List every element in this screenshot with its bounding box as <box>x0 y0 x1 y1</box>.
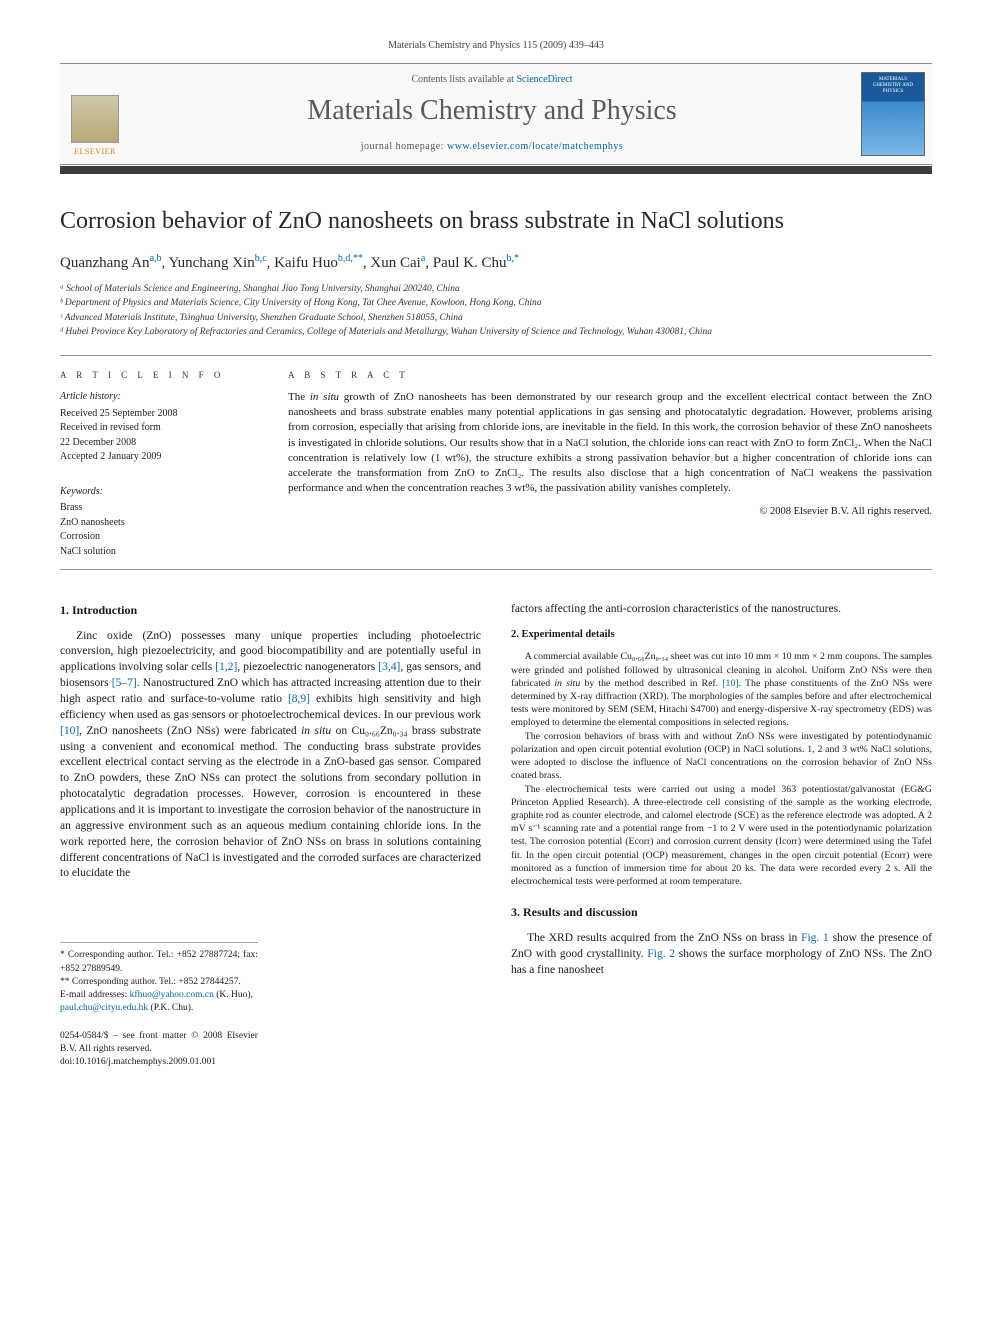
exp-paragraph-1: A commercial available Cu₀.₆₆Zn₀.₃₄ shee… <box>511 650 932 729</box>
affiliation-line: ᵇ Department of Physics and Materials Sc… <box>60 296 932 310</box>
intro-paragraph: Zinc oxide (ZnO) possesses many unique p… <box>60 629 481 883</box>
history-line: Received 25 September 2008 <box>60 407 260 422</box>
emails-label: E-mail addresses: <box>60 990 130 1000</box>
email-link-2[interactable]: paul.chu@cityu.edu.hk <box>60 1003 148 1013</box>
sciencedirect-link[interactable]: ScienceDirect <box>516 74 572 85</box>
reference-link[interactable]: [5–7] <box>112 677 137 689</box>
article-info: A R T I C L E I N F O Article history: R… <box>60 370 260 559</box>
publisher-block: ELSEVIER <box>60 64 130 164</box>
exp-paragraph-3: The electrochemical tests were carried o… <box>511 783 932 889</box>
affiliation-line: ᵃ School of Materials Science and Engine… <box>60 282 932 296</box>
history-line: Received in revised form <box>60 421 260 436</box>
doi-block: 0254-0584/$ – see front matter © 2008 El… <box>60 1030 258 1070</box>
banner-right <box>854 64 932 164</box>
homepage-link[interactable]: www.elsevier.com/locate/matchemphys <box>447 141 623 152</box>
email-who-1: (K. Huo), <box>214 990 253 1000</box>
corresponding-footnotes: * Corresponding author. Tel.: +852 27887… <box>60 942 258 1015</box>
affiliation-line: ᵈ Hubei Province Key Laboratory of Refra… <box>60 325 932 339</box>
exp-paragraph-2: The corrosion behaviors of brass with an… <box>511 730 932 783</box>
publisher-label: ELSEVIER <box>74 147 116 156</box>
section-heading-intro: 1. Introduction <box>60 602 481 619</box>
figure-link[interactable]: Fig. 2 <box>647 948 675 960</box>
figure-link[interactable]: Fig. 1 <box>801 932 829 944</box>
reference-link[interactable]: [8,9] <box>288 693 310 705</box>
divider <box>60 569 932 570</box>
journal-title: Materials Chemistry and Physics <box>138 95 846 127</box>
section-heading-results: 3. Results and discussion <box>511 904 932 921</box>
affiliation-line: ᶜ Advanced Materials Institute, Tsinghua… <box>60 311 932 325</box>
body-columns: 1. Introduction Zinc oxide (ZnO) possess… <box>60 602 932 1070</box>
front-matter-line: 0254-0584/$ – see front matter © 2008 El… <box>60 1030 258 1057</box>
history-label: Article history: <box>60 390 260 405</box>
history-line: Accepted 2 January 2009 <box>60 450 260 465</box>
keywords-label: Keywords: <box>60 485 260 500</box>
running-header: Materials Chemistry and Physics 115 (200… <box>60 40 932 51</box>
author-list: Quanzhang Ana,b, Yunchang Xinb,c, Kaifu … <box>60 253 932 272</box>
contents-available-line: Contents lists available at ScienceDirec… <box>138 74 846 85</box>
article-title: Corrosion behavior of ZnO nanosheets on … <box>60 208 932 235</box>
keyword-line: Brass <box>60 501 260 516</box>
abstract-copyright: © 2008 Elsevier B.V. All rights reserved… <box>288 506 932 517</box>
abstract: A B S T R A C T The in situ growth of Zn… <box>288 370 932 559</box>
contents-prefix: Contents lists available at <box>411 74 516 85</box>
keywords-block: Keywords: BrassZnO nanosheetsCorrosionNa… <box>60 485 260 560</box>
right-column: factors affecting the anti-corrosion cha… <box>511 602 932 1070</box>
keyword-line: ZnO nanosheets <box>60 516 260 531</box>
results-paragraph-1: The XRD results acquired from the ZnO NS… <box>511 931 932 979</box>
footnote-star1: * Corresponding author. Tel.: +852 27887… <box>60 949 258 976</box>
email-link-1[interactable]: kfhuo@yahoo.com.cn <box>130 990 214 1000</box>
dark-divider <box>60 166 932 174</box>
reference-link[interactable]: [10] <box>722 678 738 689</box>
left-column: 1. Introduction Zinc oxide (ZnO) possess… <box>60 602 481 1070</box>
footnote-star2: ** Corresponding author. Tel.: +852 2784… <box>60 976 258 989</box>
elsevier-tree-icon <box>71 95 119 143</box>
homepage-prefix: journal homepage: <box>361 141 447 152</box>
section-heading-experimental: 2. Experimental details <box>511 628 932 642</box>
intro-paragraph-cont: factors affecting the anti-corrosion cha… <box>511 602 932 618</box>
journal-cover-thumbnail <box>861 72 925 156</box>
keyword-line: Corrosion <box>60 530 260 545</box>
email-who-2: (P.K. Chu). <box>148 1003 193 1013</box>
reference-link[interactable]: [10] <box>60 725 79 737</box>
reference-link[interactable]: [3,4] <box>378 661 400 673</box>
info-abstract-row: A R T I C L E I N F O Article history: R… <box>60 370 932 559</box>
keyword-line: NaCl solution <box>60 545 260 560</box>
article-info-heading: A R T I C L E I N F O <box>60 370 260 380</box>
reference-link[interactable]: [1,2] <box>215 661 237 673</box>
history-block: Article history: Received 25 September 2… <box>60 390 260 465</box>
abstract-text: The in situ growth of ZnO nanosheets has… <box>288 390 932 496</box>
affiliations: ᵃ School of Materials Science and Engine… <box>60 282 932 339</box>
homepage-line: journal homepage: www.elsevier.com/locat… <box>138 141 846 152</box>
divider <box>60 355 932 356</box>
footnote-emails: E-mail addresses: kfhuo@yahoo.com.cn (K.… <box>60 989 258 1016</box>
banner-center: Contents lists available at ScienceDirec… <box>130 64 854 164</box>
journal-banner: ELSEVIER Contents lists available at Sci… <box>60 63 932 165</box>
history-line: 22 December 2008 <box>60 436 260 451</box>
abstract-heading: A B S T R A C T <box>288 370 932 380</box>
doi-line: doi:10.1016/j.matchemphys.2009.01.001 <box>60 1056 258 1069</box>
